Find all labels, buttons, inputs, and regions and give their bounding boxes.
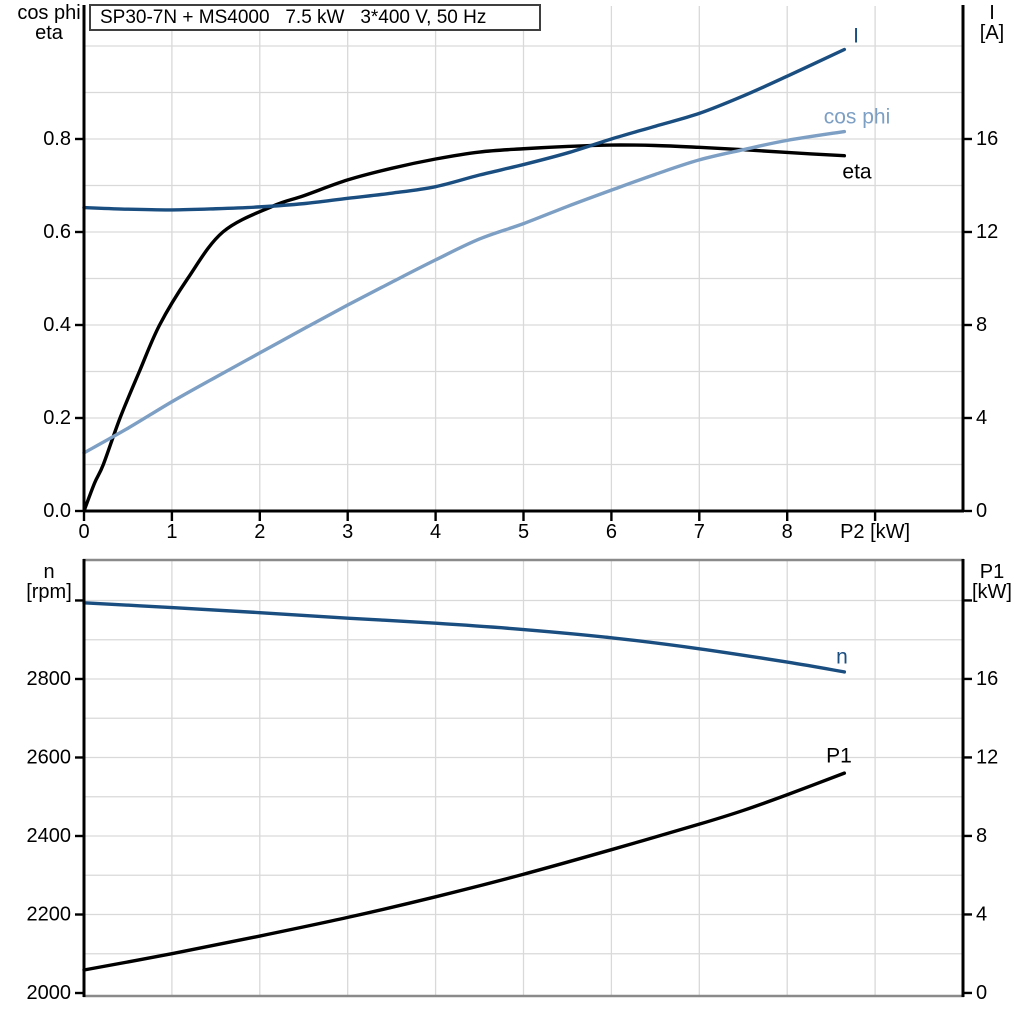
series-label-eta: eta [842,161,872,184]
x-tick-label: 2 [254,521,265,543]
left-axis-name-line2: [rpm] [26,580,72,603]
left-tick-label: 2400 [27,825,72,847]
bottom-gridlines [84,560,963,996]
series-label-P1: P1 [826,745,852,768]
left-tick-label: 2800 [27,668,72,690]
chart-title-box: SP30-7N + MS4000 7.5 kW 3*400 V, 50 Hz [89,4,541,31]
x-tick-label: 7 [694,521,705,543]
series-curve-eta [82,143,847,513]
right-axis-name-line2: [A] [979,21,1005,44]
x-tick-label: 3 [342,521,353,543]
left-tick-label: 2600 [27,746,72,768]
series-curve-cosphi [82,129,847,455]
left-tick-label: 0.0 [43,500,71,522]
right-tick-label: 4 [976,903,987,925]
right-tick-label: 12 [976,746,998,768]
bottom-chart-right-axis-name: P1 [kW] [960,561,1024,603]
right-axis-name-line1: I [989,2,995,24]
x-axis-label: P2 [kW] [840,521,910,543]
x-tick-label: 1 [166,521,177,543]
left-axis-name-line2: eta [35,21,63,44]
bottom-chart-left-axis-name: n [rpm] [13,561,85,603]
right-axis-name-line1: P1 [979,561,1005,583]
left-tick-label: 0.4 [43,314,71,336]
left-axis-name-line1: cos phi [17,2,81,24]
left-tick-label: 0.2 [43,407,71,429]
bottom-chart: 2000 2200 2400 2600 2800 0 4 8 12 16 n P1 [27,558,999,1005]
chart-title: SP30-7N + MS4000 7.5 kW 3*400 V, 50 Hz [100,6,487,28]
right-tick-label: 0 [976,500,987,522]
series-label-cos-phi: cos phi [824,106,891,129]
x-tick-label: 5 [518,521,529,543]
right-axis-name-line2: [kW] [972,580,1012,603]
x-tick-label: 6 [606,521,617,543]
right-tick-label: 16 [976,128,998,150]
right-tick-label: 16 [976,668,998,690]
series-curve-n [82,601,847,674]
left-tick-label: 2200 [27,904,72,926]
top-tick-marks [75,137,972,521]
top-chart-left-axis-name: cos phi eta [13,2,85,44]
top-gridlines [84,6,963,511]
x-tick-label: 0 [78,521,89,543]
series-curve-P1 [82,771,847,972]
bottom-tick-labels: 2000 2200 2400 2600 2800 0 4 8 12 16 n P1 [27,646,999,1005]
series-label-I: I [853,25,859,48]
series-label-n: n [836,646,848,669]
right-tick-label: 0 [976,982,987,1004]
right-tick-label: 4 [976,407,987,429]
left-tick-label: 0.8 [43,128,71,150]
left-axis-name-line1: n [43,561,55,583]
left-tick-label: 0.6 [43,221,71,243]
top-chart-right-axis-name: I [A] [960,2,1024,44]
left-tick-label: 2000 [27,982,72,1004]
right-tick-label: 8 [976,825,987,847]
x-tick-label: 4 [430,521,441,543]
x-tick-label: 8 [782,521,793,543]
series-curve-I [82,47,847,212]
right-tick-label: 8 [976,314,987,336]
bottom-tick-marks [75,599,972,995]
right-tick-label: 12 [976,221,998,243]
